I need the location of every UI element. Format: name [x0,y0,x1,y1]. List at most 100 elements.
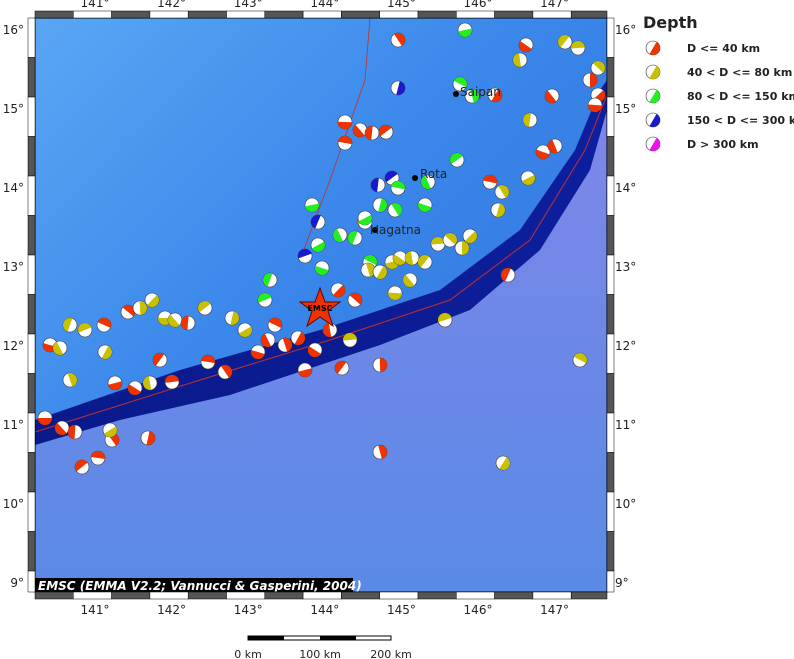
beachball-wedge [513,53,521,67]
lat-label: 13° [615,260,636,274]
frame-tick [264,591,304,600]
lon-label: 142° [157,603,186,617]
lon-label: 142° [157,0,186,10]
frame-tick [149,591,189,600]
frame-tick [456,10,495,19]
frame-tick [34,591,74,600]
beachball-wedge [388,292,402,301]
frame-tick [27,531,36,572]
frame-tick [379,10,419,19]
beachball-wedge [55,422,67,435]
frame-tick [27,17,36,58]
frame-tick [606,57,615,98]
beachball-wedge [371,177,379,192]
beachball-wedge [483,174,497,184]
frame-tick [456,591,495,600]
frame-tick [606,452,615,493]
beachball-wedge [335,361,347,374]
beachball-wedge [521,174,535,185]
focal-mechanisms [37,22,606,475]
frame-tick [226,10,266,19]
beachball-wedge [649,137,660,151]
frame-tick [27,412,36,453]
lat-label: 16° [3,23,24,37]
beachball-wedge [376,265,387,279]
frame-tick [532,591,572,600]
beachball-wedge [418,202,432,212]
place-label: Hagatna [370,223,421,237]
frame-tick [187,10,227,19]
beachball-wedge [349,293,362,305]
beachball-wedge [365,126,373,140]
beachball-wedge [68,425,76,439]
beachball-wedge [348,231,358,245]
lon-label: 146° [464,603,493,617]
beachball-wedge [230,311,239,325]
frame-tick [532,10,572,19]
beachball-wedge [251,349,265,359]
beachball-wedge [282,337,293,352]
frame-tick [34,10,74,19]
legend-title: Depth [643,13,698,32]
frame-tick [27,96,36,137]
beachball-wedge [294,331,305,345]
frame-tick [606,373,615,414]
lat-label: 10° [3,497,24,511]
frame-tick [606,175,615,216]
beachball-wedge [353,124,365,138]
lat-label: 11° [615,418,636,432]
scale-label: 0 km [234,648,262,659]
beachball-wedge [363,255,378,266]
frame-tick [302,10,342,19]
beachball-wedge [420,175,431,189]
beachball-wedge [519,40,532,52]
beachball-wedge [38,418,52,425]
frame-tick [494,10,534,19]
beachball-wedge [496,203,505,217]
frame-tick [27,254,36,295]
beachball-wedge [333,228,343,242]
town-dot [453,91,459,97]
legend-label: D <= 40 km [687,42,760,55]
beachball-wedge [378,445,387,459]
beachball-wedge [548,139,558,153]
lat-label: 15° [615,102,636,116]
frame-tick [226,591,266,600]
place-label: Saipan [460,85,501,99]
frame-tick [606,333,615,374]
beachball-wedge [573,353,587,364]
beachball-wedge [391,202,402,216]
frame-tick [187,591,227,600]
frame-tick [149,10,189,19]
town-dot [372,227,378,233]
frame-tick [341,591,380,600]
beachball-wedge [464,231,477,243]
beachball-wedge [453,77,467,88]
epicenter-star [298,286,342,328]
scale-label: 100 km [299,648,341,659]
beachball-wedge [458,28,472,37]
lat-label: 13° [3,260,24,274]
frame-tick [27,491,36,532]
beachball-wedge [146,431,155,445]
beachball-wedge [122,305,135,317]
beachball-wedge [268,318,282,328]
beachball-wedge [649,65,660,79]
beachball-wedge [103,426,117,437]
beachball-wedge [649,113,661,127]
frame-tick [27,136,36,177]
legend-label: 150 < D <= 300 km [687,114,794,127]
frame-tick [264,10,304,19]
credit: EMSC (EMMA V2.2; Vannucci & Gasperini, 2… [38,579,362,593]
beachball-wedge [649,41,660,55]
beachball-wedge [333,285,345,297]
beachball-wedge [379,125,392,137]
beachball-wedge [365,263,375,277]
frame-tick [570,10,608,19]
frame-tick [27,373,36,414]
beachball-wedge [153,352,165,366]
beachball-wedge [431,237,445,245]
beachball-wedge [298,249,312,259]
beachball-wedge [438,313,452,323]
beachball-wedge [308,346,321,357]
